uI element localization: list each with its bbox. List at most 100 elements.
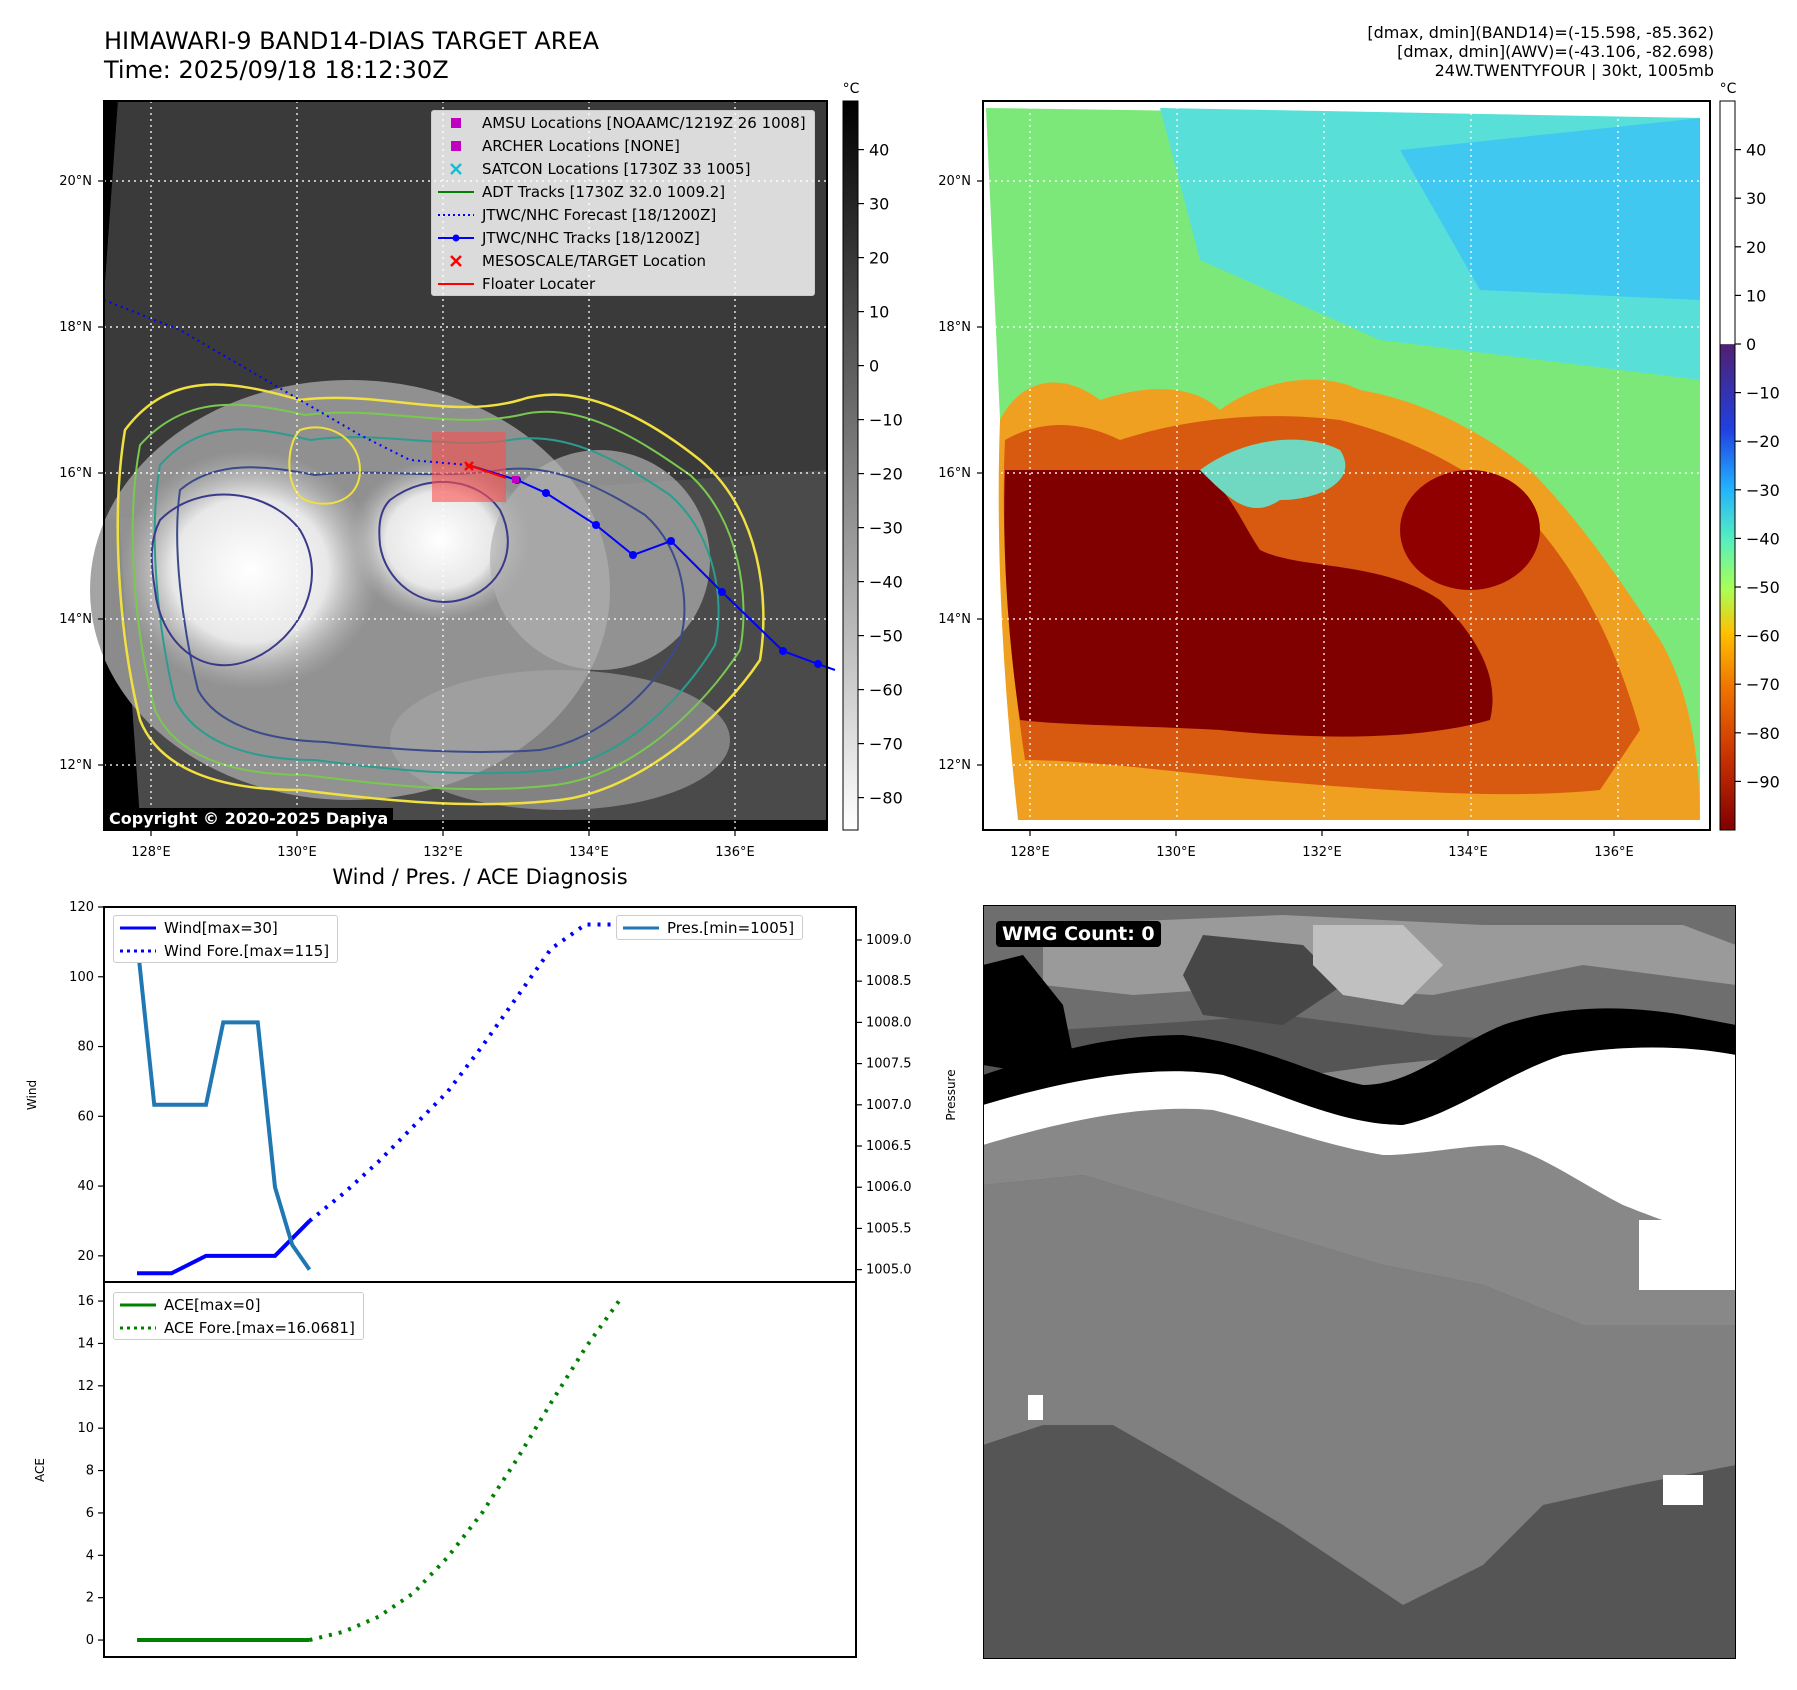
ace-panel-frame — [103, 1281, 857, 1658]
colorbar-tick-label: −40 — [869, 573, 903, 592]
ace-tick-label: 14 — [77, 1336, 94, 1351]
ace-tick-label: 12 — [77, 1379, 94, 1394]
legend-item: AMSU Locations [NOAAMC/1219Z 26 1008] — [432, 111, 814, 134]
info-line2: [dmax, dmin](AWV)=(-43.106, -82.698) — [1397, 42, 1714, 61]
lon-tick-label: 128°E — [131, 845, 171, 860]
copyright-label: Copyright © 2020-2025 Dapiya — [104, 808, 394, 829]
wind-tick-label: 80 — [77, 1040, 94, 1055]
colorbar-tick-label: −90 — [1746, 772, 1780, 791]
lon-tick-label: 132°E — [1302, 845, 1342, 860]
colorbar-tick-label: −40 — [1746, 529, 1780, 548]
colorbar-tick-label: 0 — [1746, 335, 1756, 354]
line-marker-icon — [438, 278, 474, 290]
left-map-lat-ticks: 20°N 18°N 16°N 14°N 12°N — [59, 174, 104, 773]
wind-tick-label: 40 — [77, 1179, 94, 1194]
colorbar-tick-label: 40 — [1746, 141, 1766, 160]
pressure-tick-label: 1006.5 — [866, 1139, 912, 1154]
ace-tick-label: 0 — [86, 1633, 94, 1648]
colorbar-tick-label: −70 — [869, 735, 903, 754]
colorbar-tick-label: −70 — [1746, 675, 1780, 694]
colorbar-tick-label: −60 — [1746, 627, 1780, 646]
right-map-panel — [982, 100, 1711, 831]
lat-tick-label: 12°N — [59, 758, 92, 773]
wind-panel-frame — [103, 906, 857, 1283]
square-marker-icon — [438, 140, 474, 152]
x-marker-icon — [438, 254, 474, 267]
ace-tick-label: 16 — [77, 1294, 94, 1309]
colorbar-tick-label: −20 — [869, 465, 903, 484]
lat-tick-label: 20°N — [938, 174, 971, 189]
ace-tick-label: 6 — [86, 1506, 94, 1521]
lon-tick-label: 134°E — [569, 845, 609, 860]
lon-tick-label: 136°E — [715, 845, 755, 860]
left-map-lon-ticks: 128°E 130°E 132°E 134°E 136°E — [131, 830, 755, 860]
x-marker-icon — [438, 162, 474, 175]
wind-axis-ticks: 20 40 60 80 100 120 — [69, 900, 104, 1264]
pressure-tick-label: 1008.5 — [866, 974, 912, 989]
left-colorbar-unit: °C — [843, 81, 860, 97]
ace-series — [137, 1298, 622, 1643]
wind-tick-label: 100 — [69, 970, 94, 985]
lat-tick-label: 18°N — [938, 320, 971, 335]
pressure-tick-label: 1005.0 — [866, 1263, 912, 1278]
colorbar-tick-label: −80 — [1746, 724, 1780, 743]
right-colorbar-ticks: 40 30 20 10 0 −10 −20 −30 −40 −50 −60 −70 −80 −90 — [1735, 141, 1780, 791]
colorbar-tick-label: −50 — [869, 627, 903, 646]
lat-tick-label: 14°N — [59, 612, 92, 627]
series-line — [309, 1298, 622, 1642]
ace-legend-item: ACE[max=0] — [120, 1295, 261, 1314]
band14-map: 20°N 18°N 16°N 14°N 12°N 128°E 130°E 132°E 134°… — [59, 81, 1780, 860]
line-marker-icon — [438, 186, 474, 198]
pressure-tick-label: 1007.5 — [866, 1057, 912, 1072]
lon-tick-label: 134°E — [1448, 845, 1488, 860]
colorbar-tick-label: 10 — [1746, 286, 1766, 305]
ace-tick-label: 8 — [86, 1464, 94, 1479]
floater-locater — [467, 464, 507, 479]
lon-tick-label: 128°E — [1010, 845, 1050, 860]
pressure-tick-label: 1006.0 — [866, 1180, 912, 1195]
colorbar-tick-label: 30 — [1746, 189, 1766, 208]
colorbar-tick-label: 10 — [869, 303, 889, 322]
lon-tick-label: 136°E — [1594, 845, 1634, 860]
lat-tick-label: 18°N — [59, 320, 92, 335]
pressure-tick-label: 1009.0 — [866, 933, 912, 948]
right-map-lat-ticks: 20°N 18°N 16°N 14°N 12°N — [938, 174, 983, 773]
legend-item: SATCON Locations [1730Z 33 1005] — [432, 157, 814, 180]
left-colorbar — [842, 100, 859, 831]
right-colorbar-unit: °C — [1720, 81, 1737, 97]
wind-tick-label: 60 — [77, 1109, 94, 1124]
line-marker-icon — [438, 209, 474, 221]
series-line — [135, 939, 312, 1271]
wind-series — [135, 922, 620, 1276]
ace-tick-label: 2 — [86, 1591, 94, 1606]
right-map-lon-ticks: 128°E 130°E 132°E 134°E 136°E — [1010, 830, 1634, 860]
colorbar-tick-label: −10 — [1746, 384, 1780, 403]
colorbar-tick-label: 20 — [869, 249, 889, 268]
target-marker — [464, 461, 474, 471]
amsu-marker — [512, 476, 519, 483]
lon-tick-label: 130°E — [277, 845, 317, 860]
pressure-axis-ticks: 1005.0 1005.5 1006.0 1006.5 1007.0 1007.5 1008… — [856, 933, 912, 1278]
title-line2: Time: 2025/09/18 18:12:30Z — [104, 56, 449, 84]
legend-item: JTWC/NHC Tracks [18/1200Z] — [432, 226, 814, 249]
wind-legend-item: Wind[max=30] — [120, 918, 278, 937]
ace-ylabel: ACE — [33, 1458, 47, 1482]
colorbar-tick-label: −50 — [1746, 578, 1780, 597]
info-line3: 24W.TWENTYFOUR | 30kt, 1005mb — [1434, 61, 1714, 80]
chart-title: Wind / Pres. / ACE Diagnosis — [332, 865, 628, 889]
ace-legend: ACE[max=0] ACE Fore.[max=16.0681] — [113, 1292, 364, 1340]
ace-forecast-legend-item: ACE Fore.[max=16.0681] — [120, 1318, 355, 1337]
ace-tick-label: 10 — [77, 1421, 94, 1436]
legend-item: Floater Locater — [432, 272, 814, 295]
pressure-tick-label: 1007.0 — [866, 1098, 912, 1113]
legend-item: MESOSCALE/TARGET Location — [432, 249, 814, 272]
legend-item: ADT Tracks [1730Z 32.0 1009.2] — [432, 180, 814, 203]
colorbar-tick-label: −10 — [869, 411, 903, 430]
colorbar-tick-label: 30 — [869, 195, 889, 214]
legend-item: JTWC/NHC Forecast [18/1200Z] — [432, 203, 814, 226]
colorbar-tick-label: −30 — [869, 519, 903, 538]
lat-tick-label: 20°N — [59, 174, 92, 189]
wmg-panel — [983, 905, 1736, 1659]
lat-tick-label: 16°N — [938, 466, 971, 481]
lon-tick-label: 130°E — [1156, 845, 1196, 860]
